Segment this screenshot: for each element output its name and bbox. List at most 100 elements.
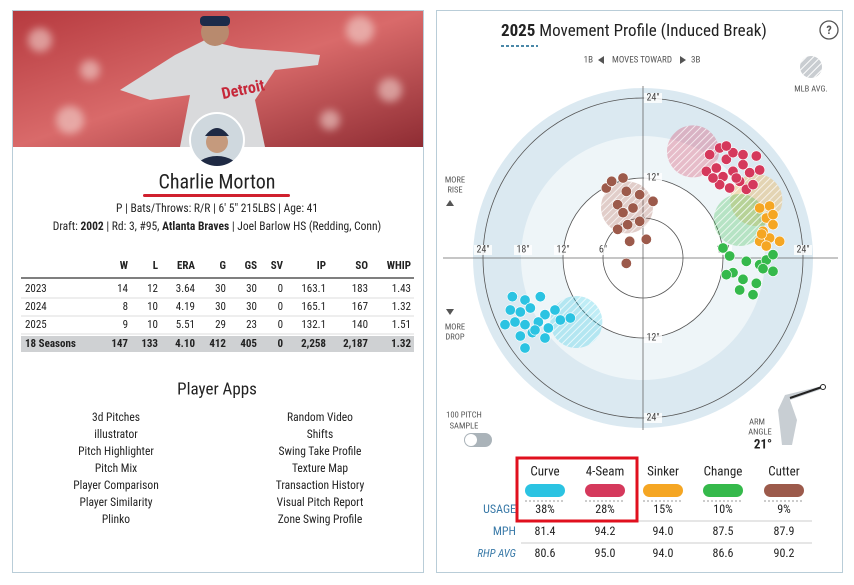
pitch-dot [724,182,736,194]
app-link[interactable]: 3d Pitches [92,410,140,424]
app-link[interactable]: Player Similarity [79,495,152,509]
pitch-dot [750,150,762,162]
mlb-avg-hatch [713,194,766,246]
stats-cell: 3.64 [176,282,196,295]
pitch-dot [747,289,759,301]
pitch-pill[interactable] [703,484,743,497]
stats-header: SO [355,259,368,272]
pitch-dot [539,332,551,344]
pitch-dot [620,257,632,269]
app-link[interactable]: Plinko [102,512,130,526]
stats-cell: 30 [246,300,257,313]
app-link[interactable]: Transaction History [276,478,365,492]
pitch-dot [624,235,636,247]
pitch-pill[interactable] [764,484,804,497]
app-link[interactable]: Zone Swing Profile [278,512,362,526]
pitch-name[interactable]: Curve [530,464,559,479]
rise-label: MORE [445,175,465,185]
row-label: MPH [493,524,516,538]
stats-header: G [220,259,226,272]
arm-angle-value: 21° [754,437,772,452]
stats-header: IP [317,259,326,272]
help-icon[interactable]: ? [826,23,831,37]
pitch-dot [737,149,749,161]
x-tick-label: 6" [599,245,607,256]
arm-angle-label: ANGLE [748,427,771,437]
stats-cell: 147 [111,337,128,350]
pitch-dot [750,277,762,289]
pitch-name[interactable]: 4-Seam [586,464,625,479]
pitch-dot [647,195,659,207]
pitch-dot [730,172,742,184]
draft-part: 2002 [80,219,103,233]
pitch-pill[interactable] [525,484,565,497]
stats-cell: 140 [352,318,368,331]
tick-label-bg [514,245,532,255]
pitch-dot [737,273,749,285]
drop-label: DROP [445,332,464,342]
title-text: Movement Profile (Induced Break) [539,21,767,41]
pitch-dot [634,189,646,201]
mlb-avg-hatch [550,296,603,348]
app-link[interactable]: Random Video [287,410,353,424]
apps-list: 3d Pitches illustrator Pitch Highlighter Pi… [73,410,364,526]
tick-label-bg [794,245,812,255]
app-link[interactable]: Pitch Mix [95,461,137,475]
pitch-dot [714,179,726,191]
pitch-pill[interactable] [643,484,683,497]
arrow-left [598,56,604,64]
draft-part: | Joel Barlow HS (Redding, Conn) [232,219,381,233]
app-link[interactable]: illustrator [94,427,138,441]
pitch-dot [767,219,779,231]
pitch-name[interactable]: Sinker [647,464,679,479]
pitch-pill[interactable] [585,484,625,497]
pitch-name[interactable]: Change [704,464,743,479]
app-link[interactable]: Visual Pitch Report [277,495,364,509]
stats-cell: 5.51 [176,318,195,331]
stats-cell: 405 [240,337,257,350]
drop-arrow [446,309,454,315]
title-year: 2025 [501,21,535,41]
pitch-dot [767,265,779,277]
pitch-dot [744,167,756,179]
help-button[interactable] [819,20,839,40]
stats-cell: 2024 [25,300,47,313]
pitch-name[interactable]: Cutter [768,464,799,479]
pitch-dot [720,153,732,165]
app-link[interactable]: Texture Map [292,461,348,475]
pitch-dot [519,294,531,306]
pitch-dot [757,263,769,275]
stats-cell: 4.19 [176,300,195,313]
stats-cell: 1.32 [391,337,411,350]
app-link[interactable]: Swing Take Profile [279,444,362,458]
stats-cell: 0 [278,300,283,313]
mlb-avg-icon-hatch [800,56,822,78]
pitch-dot [707,172,719,184]
stats-cell: 1.43 [392,282,411,295]
pitch-dot [519,342,531,354]
pitch-dot [534,291,546,303]
stats-header: L [153,259,158,272]
app-link[interactable]: Player Comparison [73,478,159,492]
usage: 28% [595,502,615,516]
app-link[interactable]: Pitch Highlighter [78,444,154,458]
tick-label-bg [644,173,662,183]
stats-cell: 412 [209,337,226,350]
rhp-avg: 90.2 [774,546,795,560]
pitch-dot [767,249,779,261]
y-tick-label: 24" [646,413,659,424]
pitch-dot [717,242,729,254]
stats-cell: 8 [123,300,128,313]
name-underline [143,194,290,197]
pitch-dot [622,219,634,231]
tick-label-bg [644,413,662,423]
stats-cell: 0 [278,282,283,295]
toggle-knob[interactable] [465,434,477,446]
drop-label: MORE [445,322,465,332]
rise-arrow [446,200,454,206]
stats-cell: 4.10 [175,337,195,350]
app-link[interactable]: Shifts [307,427,333,441]
pitch-dot [634,215,646,227]
arm-angle-line [789,386,823,399]
